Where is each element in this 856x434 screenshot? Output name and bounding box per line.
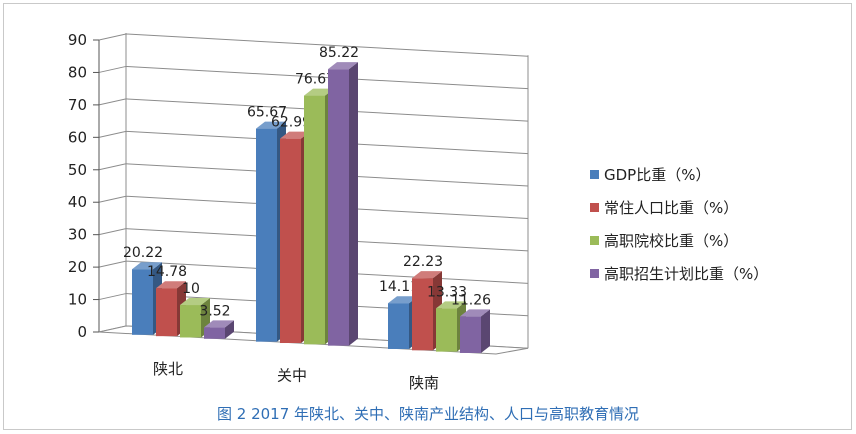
bar	[180, 305, 201, 338]
legend-label: 高职招生计划比重（%）	[604, 265, 768, 283]
y-tick-label: 40	[68, 193, 87, 211]
category-label: 陕北	[153, 360, 183, 378]
bar	[436, 308, 457, 352]
data-label: 62.99	[271, 115, 311, 131]
y-tick-label: 50	[68, 161, 87, 179]
gridline-side	[98, 130, 127, 138]
gridline-side	[98, 228, 127, 236]
bar-top	[304, 88, 334, 96]
legend-label: 常住人口比重（%）	[604, 199, 738, 217]
gridline-side	[98, 293, 127, 301]
legend-swatch	[590, 170, 599, 179]
bar-top	[460, 309, 490, 317]
y-tick-label: 90	[68, 31, 87, 49]
legend-swatch	[590, 236, 599, 245]
data-label: 85.22	[319, 45, 359, 61]
bar	[388, 303, 409, 349]
bar	[460, 316, 481, 353]
bar	[156, 288, 177, 337]
bar	[204, 327, 225, 339]
legend-swatch	[590, 269, 599, 278]
bar-side	[225, 320, 234, 339]
y-tick-label: 60	[68, 128, 87, 146]
legend-label: GDP比重（%）	[604, 166, 710, 184]
bar	[280, 138, 301, 344]
gridline-side	[98, 260, 127, 268]
y-tick-label: 70	[68, 96, 87, 114]
gridline-side	[98, 33, 127, 41]
gridline-side	[98, 195, 127, 203]
data-label: 14.11	[379, 279, 419, 295]
y-tick-label: 30	[68, 226, 87, 244]
bar-side	[481, 309, 490, 353]
bar	[304, 95, 325, 345]
data-label: 11.26	[451, 292, 491, 308]
legend-label: 高职院校比重（%）	[604, 232, 738, 250]
bar-top	[204, 320, 234, 328]
gridline-side	[98, 163, 127, 171]
bar	[328, 69, 349, 346]
category-label: 陕南	[409, 374, 439, 392]
legend-swatch	[590, 203, 599, 212]
bar-top	[388, 296, 418, 304]
y-tick-label: 80	[68, 63, 87, 81]
gridline	[125, 33, 529, 57]
data-label: 13.33	[427, 284, 467, 300]
y-tick-label: 20	[68, 258, 87, 276]
data-label: 76.67	[295, 72, 335, 88]
y-tick-label: 10	[68, 291, 87, 309]
data-label: 10	[182, 281, 200, 297]
gridline-side	[98, 98, 127, 106]
bar-top	[436, 301, 466, 309]
bar	[412, 278, 433, 351]
bar-top	[180, 298, 210, 306]
data-label: 20.22	[123, 245, 163, 261]
bar-top	[256, 121, 286, 129]
figure-caption: 图 2 2017 年陕北、关中、陕南产业结构、人口与高职教育情况	[216, 405, 640, 423]
bar-top	[412, 271, 442, 279]
data-label: 22.23	[403, 254, 443, 270]
bar	[132, 269, 153, 335]
chart-frame	[3, 3, 852, 430]
data-label: 65.67	[247, 105, 287, 121]
data-label: 3.52	[199, 303, 230, 319]
bar-side	[349, 62, 358, 346]
bar-top	[328, 62, 358, 70]
bar-top	[280, 131, 310, 139]
bar	[256, 128, 277, 342]
category-label: 关中	[277, 367, 307, 385]
gridline-side	[98, 65, 127, 73]
bar-top	[132, 262, 162, 270]
y-tick-label: 0	[77, 323, 87, 341]
gridline	[125, 65, 529, 90]
data-label: 14.78	[147, 264, 187, 280]
bar-top	[156, 281, 186, 289]
